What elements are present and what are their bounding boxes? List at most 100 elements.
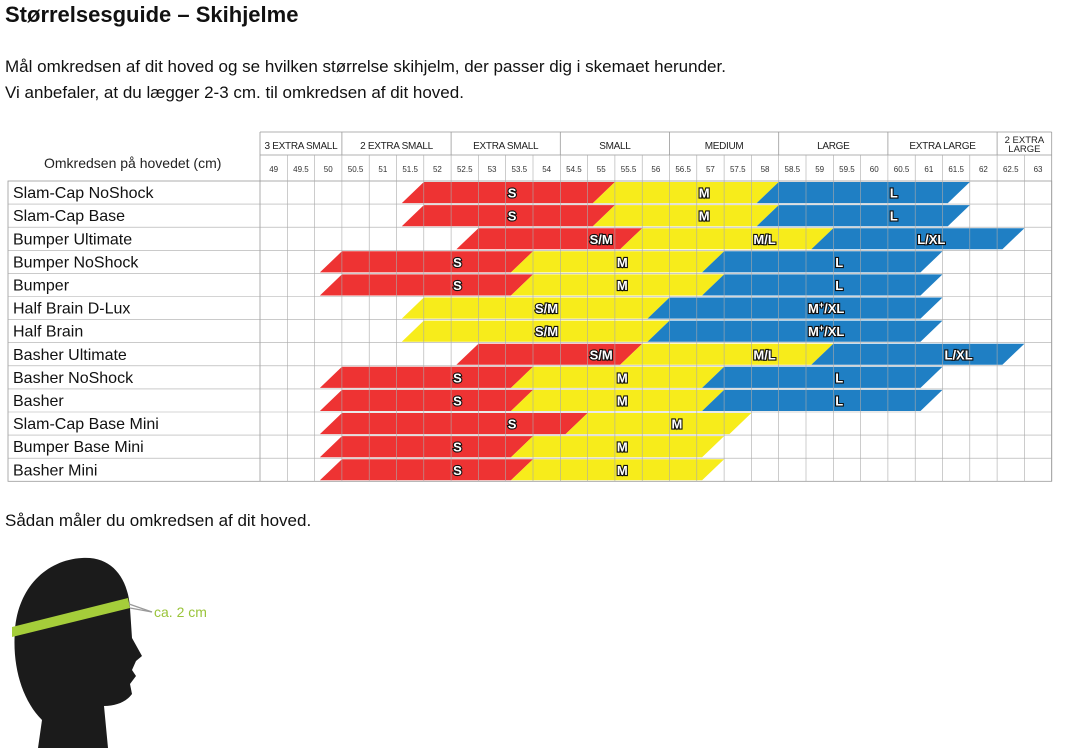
column-label: 53 [488,165,497,174]
row-name: Slam-Cap Base [13,208,125,225]
band-blue [647,320,943,342]
column-label: 50.5 [348,165,364,174]
band-blue [811,343,1025,365]
column-label: 55 [597,165,606,174]
size-label: S [453,255,462,270]
row-name: Half Brain D-Lux [13,301,130,318]
band-blue [756,182,970,204]
band-red [319,389,533,411]
band-blue [702,274,943,296]
column-label: 59 [815,165,824,174]
size-label: S [453,393,462,408]
column-label: 52.5 [457,165,473,174]
size-label: S [453,463,462,478]
measure-instruction: Sådan måler du omkredsen af dit hoved. [5,511,312,530]
band-red [319,459,533,481]
size-label: M [617,393,628,408]
column-label: 60.5 [894,165,910,174]
size-label: M [617,278,628,293]
band-yellow [401,297,670,319]
column-label: 57 [706,165,715,174]
size-label: M [617,370,628,385]
group-label: EXTRA SMALL [473,141,539,152]
size-label-part: /XL [824,324,844,339]
group-label: LARGE [817,141,850,152]
row-name: Bumper [13,277,70,294]
column-label: 49.5 [293,165,309,174]
row-name: Basher [13,393,64,410]
size-label-sup: + [819,323,824,333]
band-red [319,366,533,388]
band-blue [647,297,943,319]
band-yellow [511,459,725,481]
head-shape [14,557,142,748]
band-yellow [511,436,725,458]
row-header-label: Omkredsen på hovedet (cm) [44,155,221,171]
size-label-part: M [808,324,819,339]
band-blue [702,389,943,411]
band-yellow [511,389,725,411]
size-label: L [835,255,843,270]
band-red [319,251,533,273]
size-label: L [890,209,898,224]
size-label: M/L [753,347,775,362]
band-yellow [401,320,670,342]
group-label: SMALL [599,141,631,152]
column-label: 63 [1034,165,1043,174]
band-red [401,182,615,204]
size-label: L [835,393,843,408]
measure-pointer-lower [129,607,153,613]
size-label: M [699,186,710,201]
column-label: 62 [979,165,988,174]
column-label: 54 [542,165,551,174]
column-label: 51.5 [402,165,418,174]
column-label: 61 [924,165,933,174]
size-label: L [835,370,843,385]
measure-band [12,598,130,637]
band-yellow [592,182,779,204]
size-label-sup: + [819,300,824,310]
measure-pointer [128,603,153,613]
band-yellow [592,205,779,227]
size-chart: 3 EXTRA SMALL 2 EXTRA SMALL EXTRA SMALL SMA… [7,131,1053,482]
band-blue [811,228,1025,250]
group-label-line: 2 EXTRA [1005,135,1045,146]
row-name: Half Brain [13,324,83,341]
row-name: Basher NoShock [13,370,134,387]
row-name: Bumper Ultimate [13,231,132,248]
column-label: 57.5 [730,165,746,174]
column-label: 56.5 [675,165,691,174]
band-yellow [511,251,725,273]
size-label: M [617,255,628,270]
band-red [319,413,588,435]
size-label: M [672,417,683,432]
group-label: 3 EXTRA SMALL [265,141,339,152]
column-label: 59.5 [839,165,855,174]
column-label: 49 [269,165,278,174]
row-name: Bumper NoShock [13,254,139,271]
size-label: S/M [535,324,558,339]
size-label: M+/XL [808,323,844,339]
page-title: Størrelsesguide – Skihjelme [5,2,299,27]
column-label: 61.5 [948,165,964,174]
size-label: M [699,209,710,224]
band-yellow [620,228,834,250]
size-label: M [617,440,628,455]
band-yellow [511,274,725,296]
group-label: 2 EXTRA SMALL [360,141,434,152]
column-label: 55.5 [621,165,637,174]
size-label: L/XL [917,232,945,247]
column-label: 58.5 [785,165,801,174]
size-label: S [453,370,462,385]
size-label: S/M [590,232,613,247]
size-label: L/XL [945,347,973,362]
column-label: 50 [324,165,333,174]
band-blue [702,366,943,388]
column-label: 52 [433,165,442,174]
column-label: 58 [761,165,770,174]
size-label-part: /XL [824,301,844,316]
group-label-line: LARGE [1008,144,1040,155]
size-label: S [508,186,517,201]
column-label: 62.5 [1003,165,1019,174]
intro-line-2: Vi anbefaler, at du lægger 2-3 cm. til o… [5,83,464,102]
